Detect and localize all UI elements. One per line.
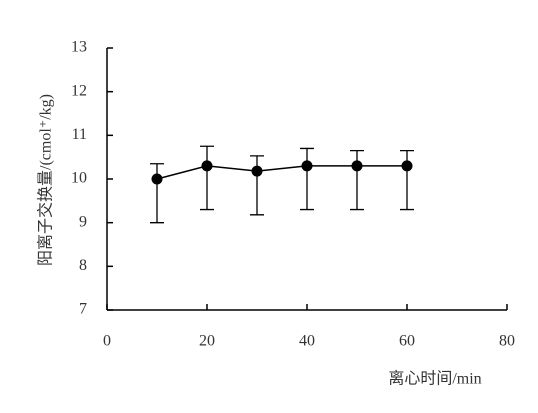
data-point xyxy=(351,160,363,172)
data-point xyxy=(301,160,313,172)
x-tick-label: 0 xyxy=(103,333,111,350)
y-tick-label: 10 xyxy=(71,170,87,187)
error-bar xyxy=(250,155,264,216)
x-tick-label: 20 xyxy=(199,333,215,350)
y-axis-title: 阳离子交换量/(cmol⁺/kg) xyxy=(37,94,55,266)
y-tick-label: 7 xyxy=(79,301,87,318)
x-tick-label: 40 xyxy=(299,333,315,350)
x-tick-label: 80 xyxy=(499,333,515,350)
data-line xyxy=(156,165,407,180)
y-tick-label: 9 xyxy=(79,213,87,230)
x-tick-label: 60 xyxy=(399,333,415,350)
data-point xyxy=(201,160,213,172)
error-bar xyxy=(150,163,164,224)
y-tick-label: 12 xyxy=(71,82,87,99)
data-point xyxy=(401,160,413,172)
error-bar xyxy=(400,149,414,211)
data-point xyxy=(151,173,163,185)
y-tick-label: 13 xyxy=(71,39,87,56)
x-axis-title: 离心时间/min xyxy=(388,370,481,388)
y-tick-label: 11 xyxy=(72,126,87,143)
error-bar xyxy=(200,145,214,211)
data-point xyxy=(251,165,263,177)
y-tick-label: 8 xyxy=(79,257,87,274)
error-bar xyxy=(300,147,314,211)
error-bar xyxy=(350,149,364,211)
